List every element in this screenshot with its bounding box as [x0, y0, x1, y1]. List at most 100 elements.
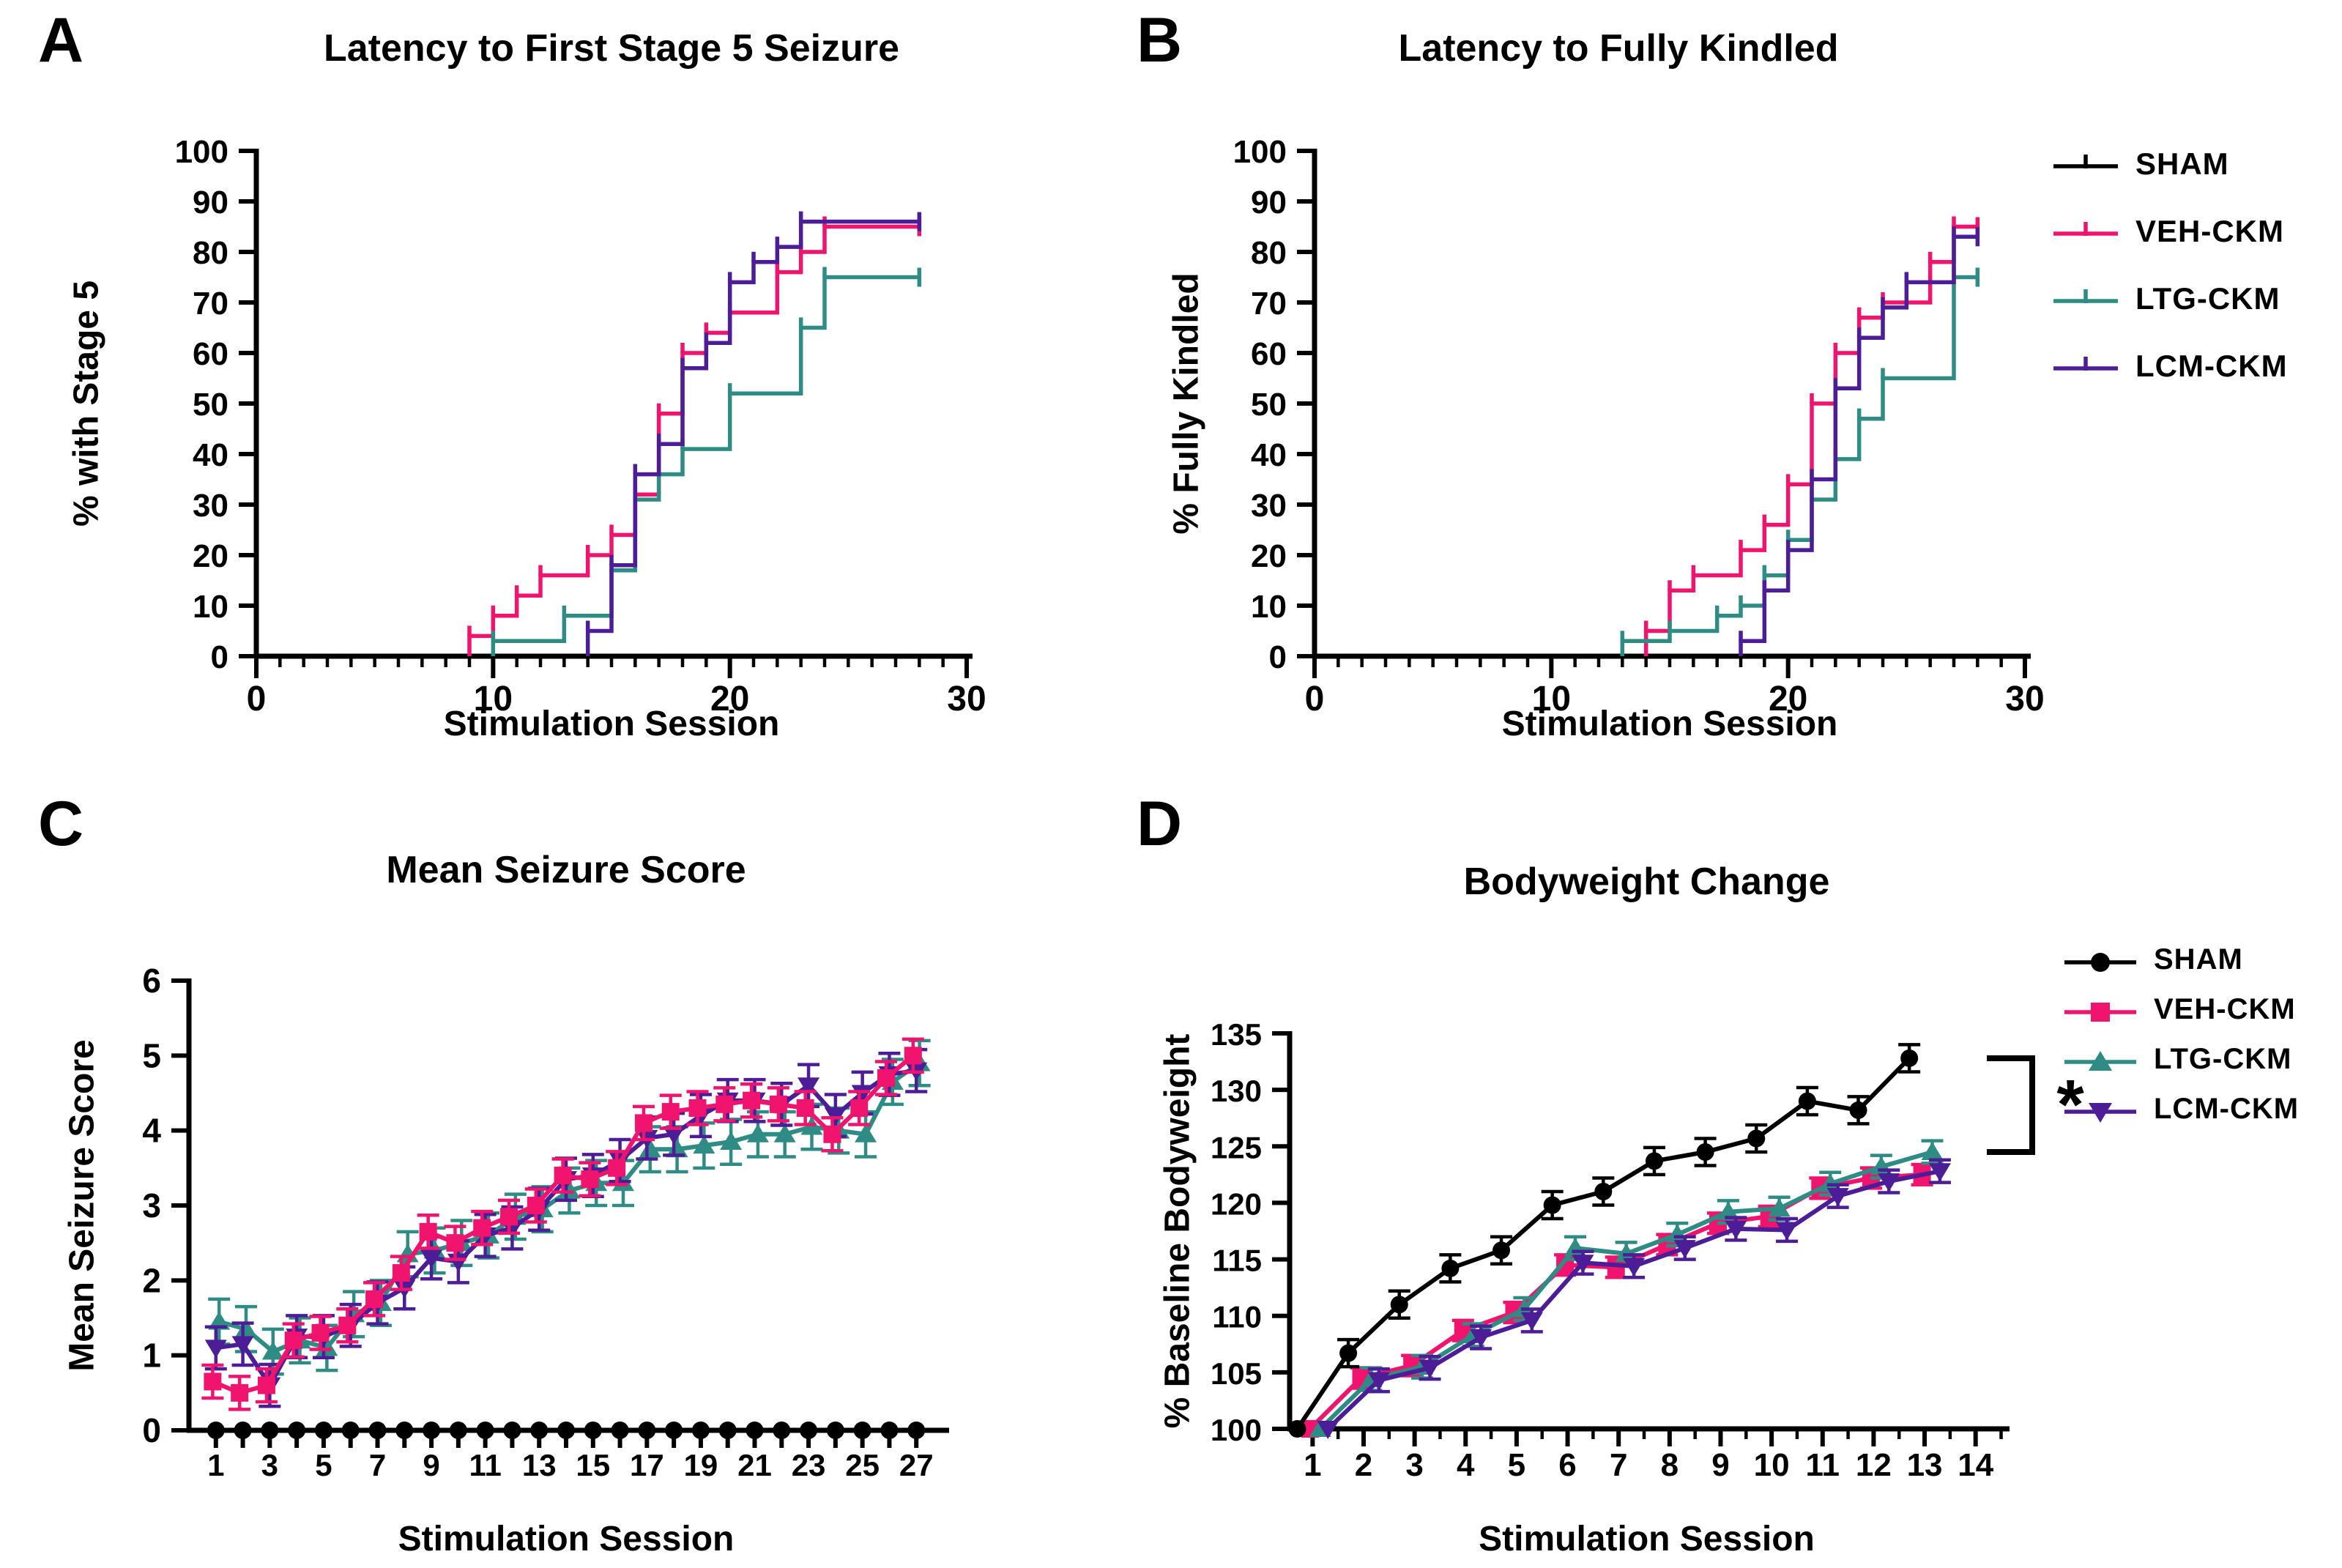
legend-label-sham: SHAM	[2135, 146, 2229, 181]
svg-text:20: 20	[710, 680, 749, 718]
veh-ckm-square-marker-icon	[2064, 1003, 2136, 1022]
series-ltg-ckm	[1620, 267, 1980, 656]
svg-text:10: 10	[474, 680, 513, 718]
panel-b: B Latency to Fully Kindled % Fully Kindl…	[1128, 6, 2102, 788]
svg-text:80: 80	[193, 235, 228, 271]
legend-label-lcm-ckm: LCM-CKM	[2135, 349, 2288, 383]
svg-text:19: 19	[684, 1448, 718, 1482]
series-ltg-ckm	[208, 1038, 931, 1376]
panel-c-title: Mean Seizure Score	[386, 849, 746, 891]
significance-bracket	[1987, 1055, 2035, 1155]
legend-item-veh-ckm: VEH-CKM	[2062, 984, 2299, 1034]
series-lcm-ckm	[1317, 1158, 1951, 1439]
svg-text:27: 27	[899, 1448, 934, 1482]
svg-text:7: 7	[1610, 1447, 1627, 1483]
svg-text:120: 120	[1211, 1186, 1262, 1221]
svg-text:15: 15	[576, 1448, 610, 1482]
svg-text:50: 50	[193, 387, 228, 423]
legend-top: SHAM VEH-CKM LTG-CKM LCM-CKM	[2051, 130, 2288, 400]
svg-text:0: 0	[1305, 680, 1325, 718]
legend-label-lcm-ckm: LCM-CKM	[2154, 1092, 2300, 1125]
legend-label-sham: SHAM	[2154, 943, 2243, 976]
svg-text:6: 6	[1558, 1447, 1576, 1483]
panel-b-letter: B	[1137, 5, 1183, 75]
svg-text:13: 13	[1907, 1447, 1943, 1483]
legend-item-sham: SHAM	[2062, 935, 2299, 984]
svg-text:30: 30	[1251, 488, 1287, 524]
svg-text:30: 30	[193, 488, 228, 524]
svg-text:9: 9	[423, 1448, 439, 1482]
svg-text:4: 4	[1457, 1447, 1475, 1483]
legend-bottom: SHAM VEH-CKM LTG-CKM LCM-CKM	[2062, 935, 2299, 1134]
panel-d-x-axis-title: Stimulation Session	[1479, 1520, 1815, 1558]
svg-text:0: 0	[211, 639, 228, 675]
svg-text:50: 50	[1251, 387, 1287, 423]
svg-text:9: 9	[1711, 1447, 1729, 1483]
panel-d-letter: D	[1137, 789, 1183, 859]
legend-label-veh-ckm: VEH-CKM	[2154, 992, 2296, 1025]
svg-text:60: 60	[1251, 336, 1287, 372]
svg-text:100: 100	[1211, 1413, 1262, 1447]
svg-text:90: 90	[193, 185, 228, 220]
panel-c-letter: C	[38, 789, 84, 859]
legend-item-lcm-ckm: LCM-CKM	[2051, 332, 2288, 400]
series-veh-ckm	[201, 1037, 924, 1411]
panel-b-title: Latency to Fully Kindled	[1398, 27, 1839, 70]
sham-circle-marker-icon	[2064, 953, 2136, 972]
panel-b-plot: 0 10 20 30 40 50 60 70 80 90 100 0 10 20 30	[1233, 134, 2045, 718]
svg-text:13: 13	[522, 1448, 557, 1482]
legend-item-ltg-ckm: LTG-CKM	[2051, 265, 2288, 332]
svg-text:90: 90	[1251, 185, 1287, 220]
panel-c-x-axis-title: Stimulation Session	[398, 1520, 735, 1558]
svg-text:10: 10	[1251, 589, 1287, 625]
panel-c: C Mean Seizure Score Mean Seizure Score …	[29, 789, 1128, 1568]
panel-b-x-axis-title: Stimulation Session	[1501, 705, 1838, 743]
legend-item-veh-ckm: VEH-CKM	[2051, 198, 2288, 265]
svg-text:23: 23	[792, 1448, 826, 1482]
svg-text:1: 1	[142, 1337, 161, 1375]
svg-text:70: 70	[193, 286, 228, 322]
svg-text:20: 20	[1769, 680, 1807, 718]
svg-text:11: 11	[469, 1448, 501, 1482]
svg-text:60: 60	[193, 336, 228, 372]
axes-D	[1272, 1031, 2010, 1446]
legend-label-ltg-ckm: LTG-CKM	[2135, 281, 2280, 316]
svg-text:11: 11	[1806, 1447, 1840, 1483]
svg-text:14: 14	[1958, 1447, 1993, 1483]
svg-text:0: 0	[142, 1411, 161, 1449]
panel-a-x-axis-title: Stimulation Session	[443, 705, 780, 743]
panel-d-title: Bodyweight Change	[1463, 861, 1830, 903]
svg-text:20: 20	[1251, 538, 1287, 574]
svg-text:110: 110	[1212, 1300, 1262, 1334]
panel-a-title: Latency to First Stage 5 Seizure	[323, 27, 900, 70]
svg-text:17: 17	[630, 1448, 664, 1482]
svg-text:30: 30	[947, 680, 986, 718]
ltg-ckm-triangle-up-marker-icon	[2064, 1051, 2136, 1071]
panel-a-letter: A	[38, 5, 84, 75]
svg-text:3: 3	[142, 1186, 161, 1225]
panel-a-plot: 0 10 20 30 40 50 60 70 80 90 100 0 10 20 30	[175, 134, 986, 718]
svg-text:12: 12	[1856, 1447, 1892, 1483]
svg-text:8: 8	[1661, 1447, 1679, 1483]
svg-text:10: 10	[1754, 1447, 1790, 1483]
sham-step-marker-icon	[2053, 155, 2118, 168]
svg-text:40: 40	[1251, 437, 1287, 473]
lcm-ckm-step-marker-icon	[2053, 357, 2118, 371]
series-sham	[1288, 1043, 1921, 1438]
svg-text:5: 5	[1508, 1447, 1525, 1483]
svg-text:100: 100	[1233, 134, 1287, 170]
svg-text:115: 115	[1212, 1244, 1262, 1278]
svg-text:40: 40	[193, 437, 228, 473]
svg-text:21: 21	[737, 1448, 772, 1482]
svg-text:5: 5	[315, 1448, 332, 1482]
series-veh-ckm	[467, 216, 922, 656]
series-sham	[207, 1422, 926, 1439]
svg-text:30: 30	[2005, 680, 2044, 718]
svg-text:3: 3	[261, 1448, 278, 1482]
svg-text:10: 10	[193, 589, 228, 625]
legend-label-ltg-ckm: LTG-CKM	[2154, 1042, 2292, 1075]
svg-text:1: 1	[207, 1448, 224, 1482]
svg-text:10: 10	[1532, 680, 1571, 718]
